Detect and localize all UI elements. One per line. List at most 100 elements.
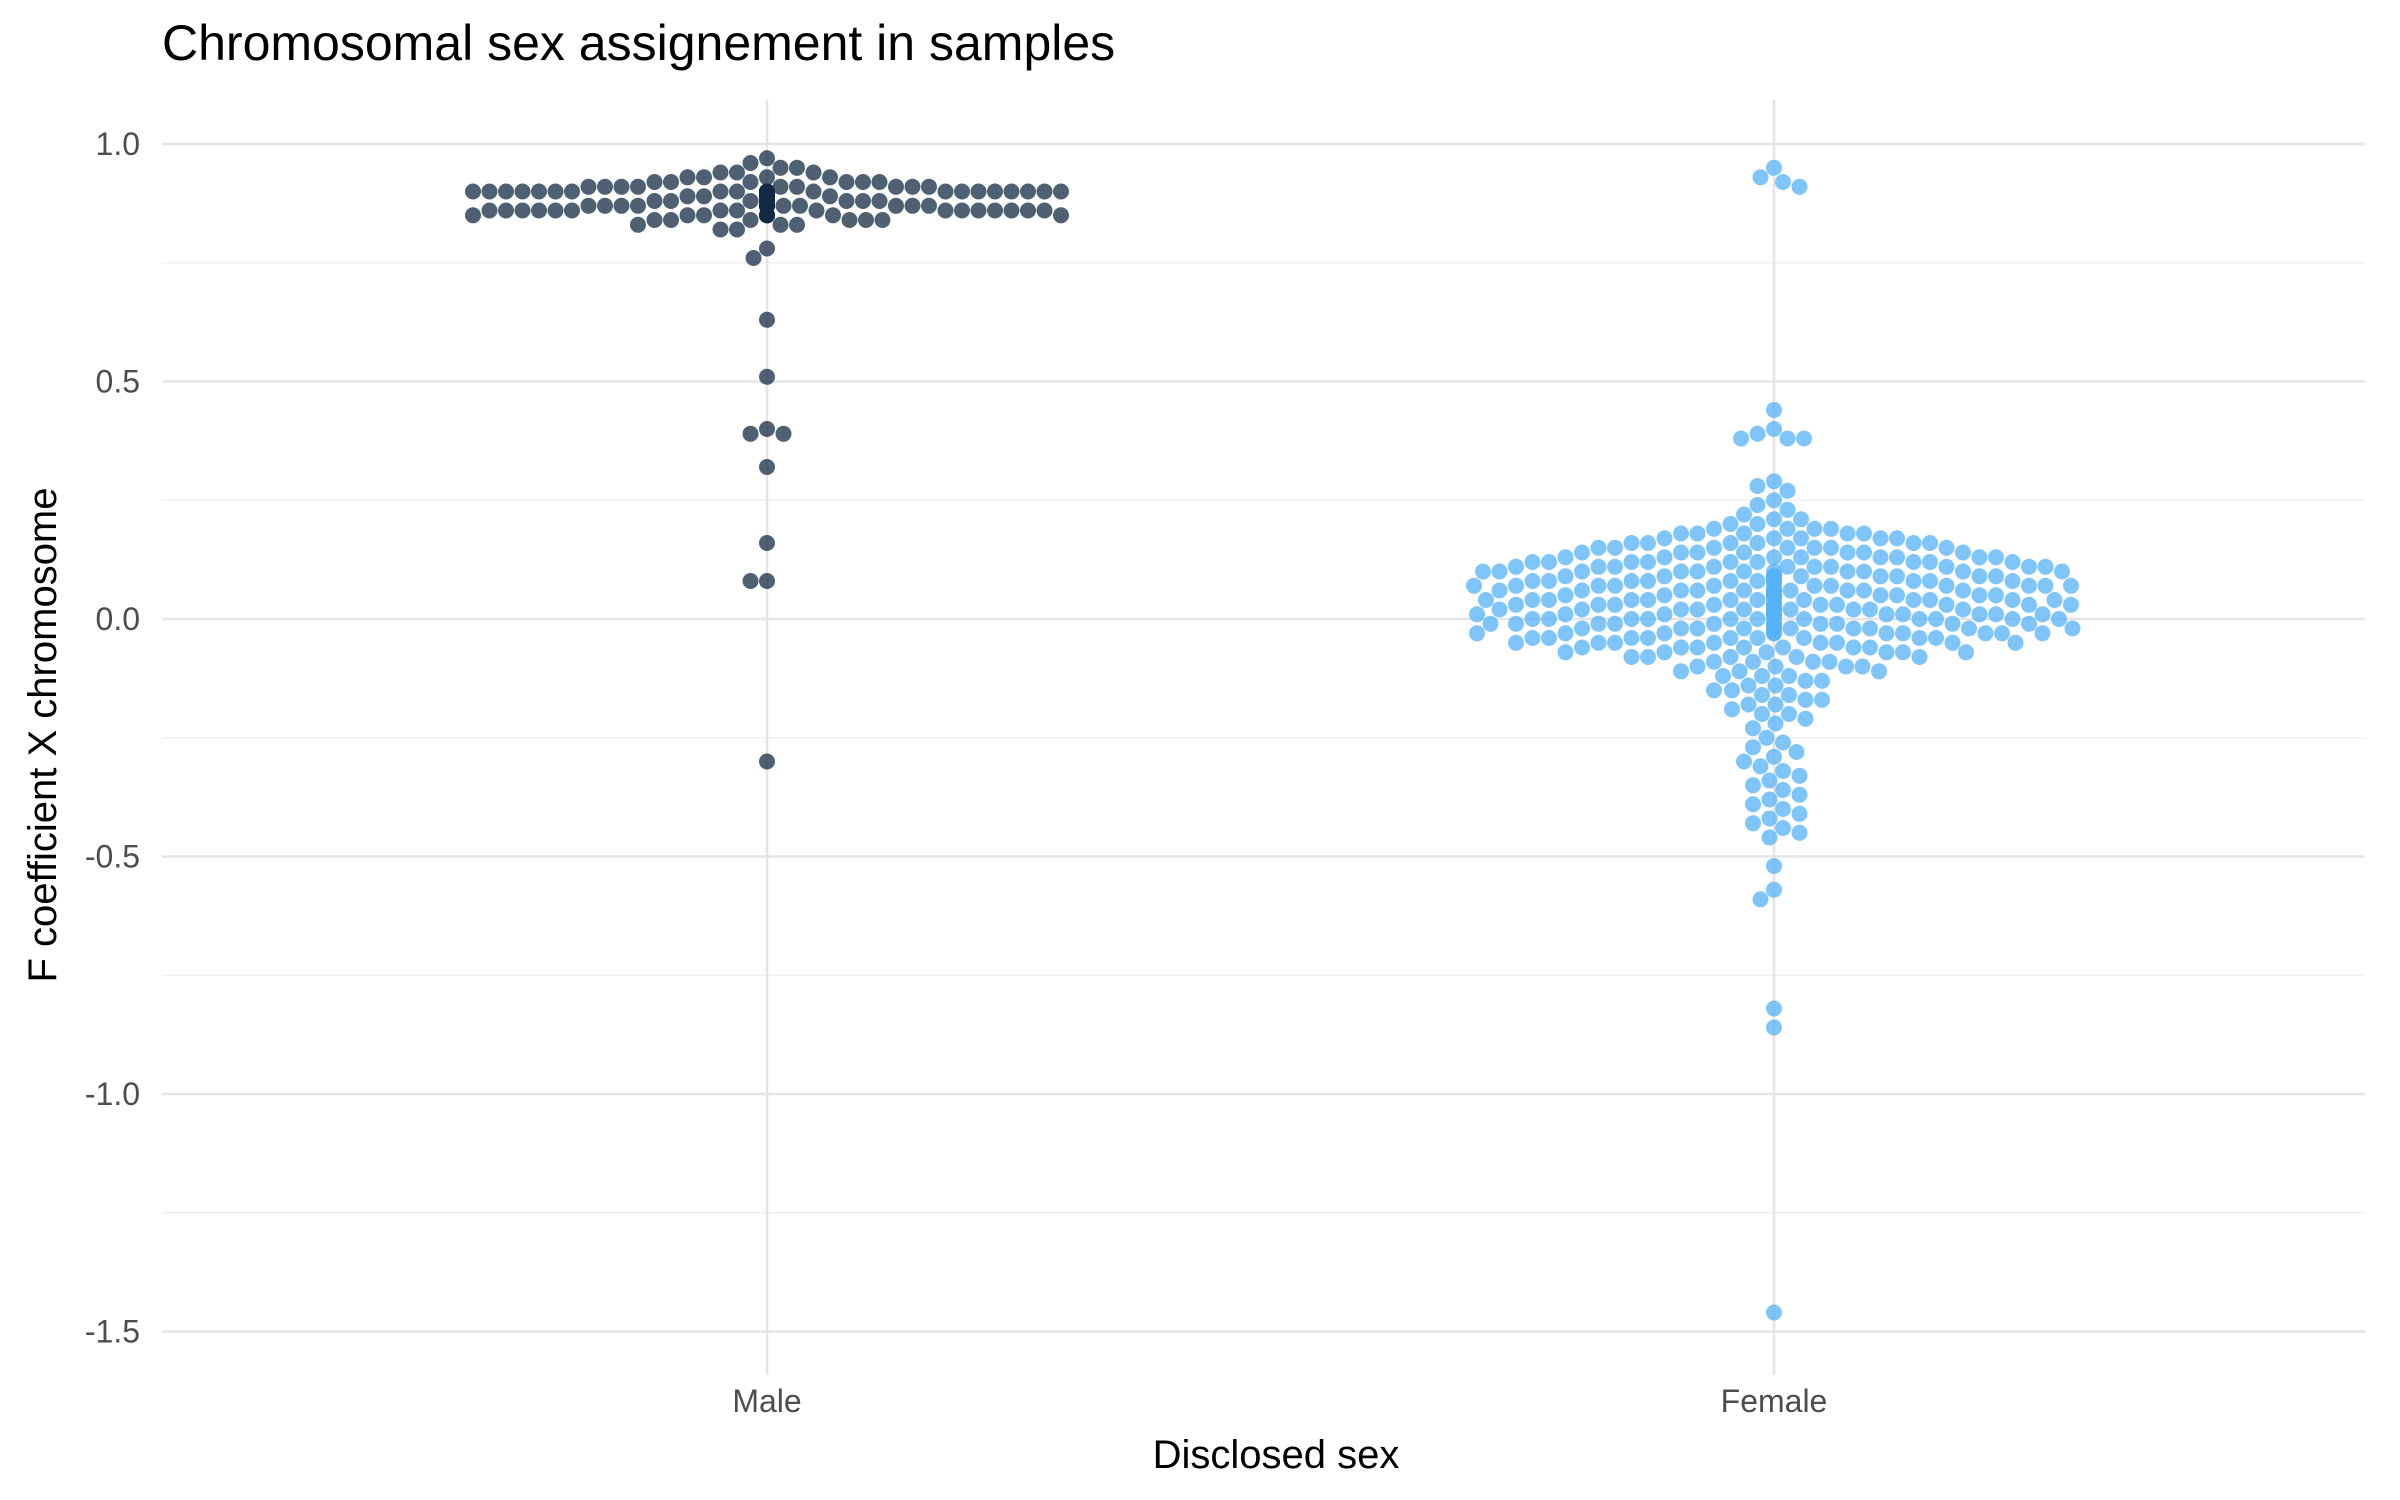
male-data-point: [904, 197, 921, 214]
male-data-point: [613, 178, 630, 195]
female-data-point: [1781, 687, 1797, 703]
female-data-point: [1781, 668, 1797, 684]
female-data-point: [2004, 611, 2021, 627]
female-data-point: [1706, 596, 1722, 613]
female-data-point: [1754, 687, 1770, 703]
female-data-point: [1938, 558, 1955, 575]
female-data-point: [1640, 630, 1656, 646]
female-data-point: [1766, 748, 1782, 765]
male-data-point: [759, 207, 775, 224]
female-data-point: [1749, 478, 1766, 494]
female-data-point: [1862, 639, 1878, 656]
female-data-point: [1766, 473, 1782, 490]
female-data-point: [1749, 630, 1766, 646]
male-data-point: [696, 169, 712, 186]
female-data-point: [1878, 625, 1895, 642]
female-data-point: [1779, 430, 1796, 447]
female-data-point: [1640, 611, 1656, 627]
female-data-point: [1806, 577, 1823, 594]
female-data-point: [1766, 421, 1782, 437]
male-data-point: [514, 202, 531, 219]
female-data-point: [1466, 577, 1482, 594]
female-data-point: [1938, 539, 1955, 556]
female-data-point: [1782, 620, 1799, 637]
female-data-point: [1722, 630, 1739, 646]
female-data-point: [1805, 653, 1821, 670]
female-data-point: [1754, 706, 1770, 722]
x-tick-label: Male: [732, 1383, 801, 1419]
female-data-point: [1766, 1019, 1782, 1036]
male-data-point: [1053, 183, 1069, 200]
female-data-point: [1623, 630, 1640, 646]
female-data-point: [1938, 596, 1955, 613]
male-data-point: [838, 174, 855, 190]
female-data-point: [1758, 729, 1775, 746]
male-data-point: [789, 178, 805, 195]
female-data-point: [1722, 592, 1739, 608]
female-data-point: [1821, 653, 1838, 670]
female-data-point: [1623, 611, 1640, 627]
male-data-point: [822, 188, 838, 205]
male-data-point: [729, 221, 745, 238]
male-data-point: [679, 169, 696, 186]
y-tick-label: 1.0: [96, 126, 140, 162]
female-data-point: [2034, 625, 2051, 642]
female-data-point: [1736, 601, 1752, 618]
female-data-point: [2064, 620, 2081, 637]
female-data-point: [1745, 815, 1761, 832]
male-data-point: [498, 183, 514, 200]
female-data-point: [1793, 549, 1809, 566]
female-data-point: [1895, 606, 1911, 623]
female-data-point: [1856, 582, 1872, 599]
female-data-point: [1889, 549, 1905, 566]
y-tick-label: 0.5: [96, 364, 140, 400]
female-data-point: [1788, 649, 1805, 665]
female-data-point: [1731, 663, 1748, 680]
female-data-point: [1740, 677, 1757, 694]
male-data-point: [465, 207, 481, 224]
female-data-point: [1812, 615, 1829, 632]
female-data-point: [1766, 159, 1782, 176]
female-data-point: [1524, 611, 1541, 627]
female-data-point: [1673, 601, 1689, 618]
female-data-point: [1905, 592, 1922, 608]
female-data-point: [1988, 587, 2004, 604]
female-data-point: [1758, 644, 1775, 661]
female-data-point: [2051, 611, 2067, 627]
female-data-point: [1706, 653, 1722, 670]
male-data-point: [822, 169, 838, 186]
female-data-point: [1845, 639, 1862, 656]
female-data-point: [1557, 606, 1574, 623]
male-data-point: [742, 193, 759, 209]
female-data-point: [1955, 563, 1971, 580]
female-data-point: [1895, 625, 1911, 642]
female-data-point: [1793, 530, 1809, 547]
female-data-point: [1994, 625, 2010, 642]
female-data-point: [1745, 777, 1761, 794]
male-data-point: [871, 174, 888, 190]
female-data-point: [1623, 592, 1640, 608]
female-data-point: [1766, 881, 1782, 898]
female-data-point: [1574, 563, 1590, 580]
female-data-point: [1724, 701, 1740, 718]
male-data-point: [759, 573, 775, 589]
female-data-point: [1574, 582, 1590, 599]
female-data-point: [1988, 549, 2004, 566]
male-data-point: [742, 573, 759, 589]
male-data-point: [954, 202, 970, 219]
female-data-point: [1971, 568, 1988, 585]
female-data-point: [1673, 582, 1689, 599]
male-data-point: [1036, 202, 1053, 219]
female-data-point: [1640, 535, 1656, 551]
female-data-point: [1745, 653, 1761, 670]
male-data-point: [759, 421, 775, 437]
female-data-point: [1761, 772, 1778, 789]
female-data-point: [1656, 530, 1673, 547]
female-data-point: [1736, 506, 1752, 523]
female-data-point: [1689, 544, 1706, 561]
female-data-point: [1796, 430, 1812, 447]
male-data-point: [759, 459, 775, 475]
female-data-point: [1749, 554, 1766, 570]
female-data-point: [1838, 658, 1854, 675]
female-data-point: [1673, 563, 1689, 580]
